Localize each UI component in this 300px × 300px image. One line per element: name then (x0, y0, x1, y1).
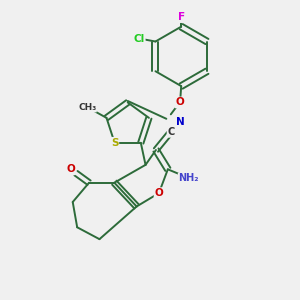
Text: O: O (154, 188, 163, 198)
Text: C: C (167, 127, 174, 137)
Text: O: O (66, 164, 75, 174)
Text: S: S (111, 138, 118, 148)
Text: NH₂: NH₂ (178, 173, 199, 183)
Text: CH₃: CH₃ (78, 103, 96, 112)
Text: N: N (176, 117, 185, 127)
Text: O: O (175, 98, 184, 107)
Text: Cl: Cl (134, 34, 145, 44)
Text: F: F (178, 12, 185, 22)
